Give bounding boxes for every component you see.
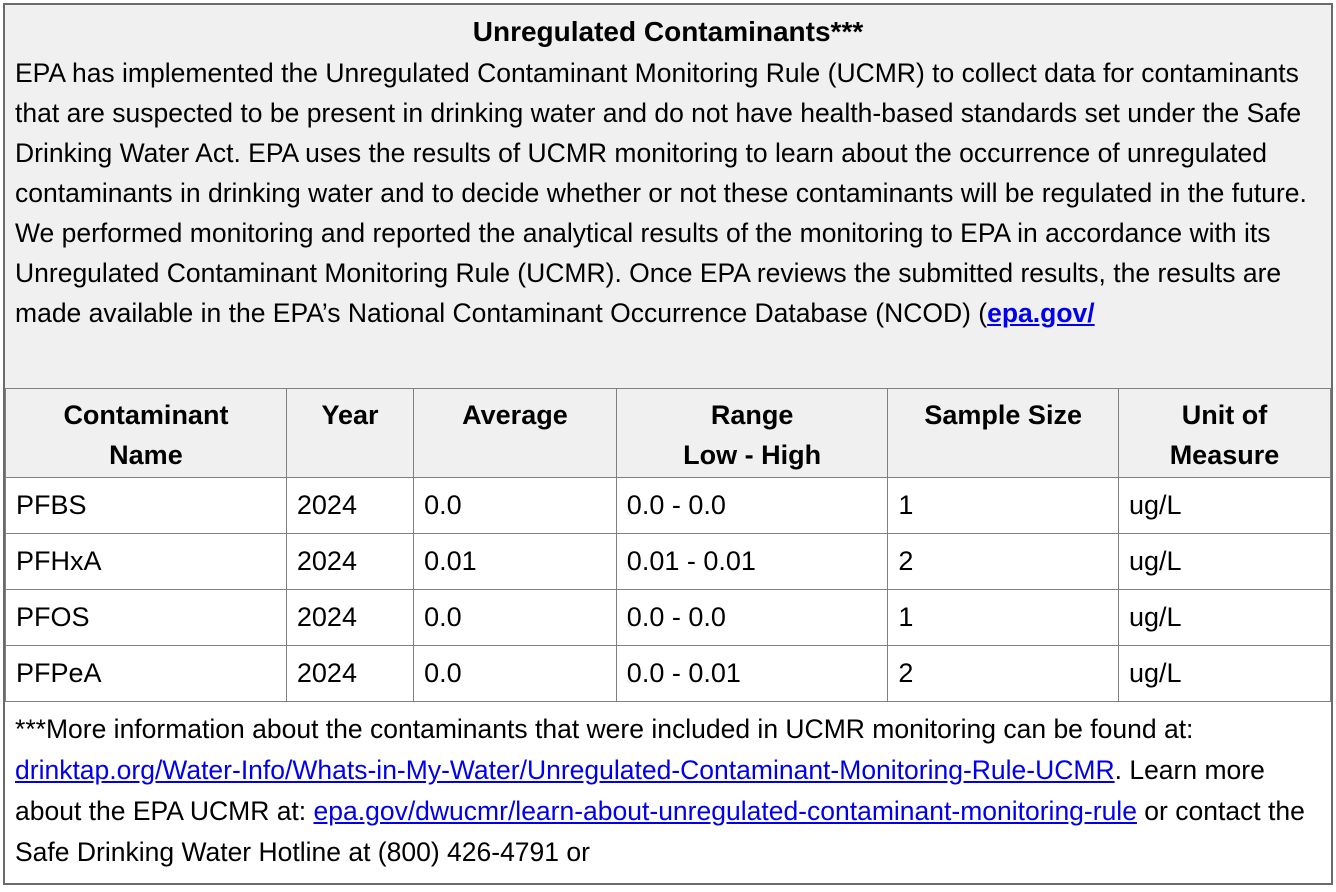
cell-range: 0.0 - 0.0	[615, 589, 889, 646]
footnote-text: or contact the Safe Drinking Water Hotli…	[15, 796, 1305, 867]
unregulated-contaminants-table: Contaminant Name Year Average Range Low …	[5, 388, 1331, 702]
table-row: PFPeA 2024 0.0 0.0 - 0.01 2 ug/L	[5, 645, 1331, 702]
cell-sample-size: 2	[887, 533, 1119, 590]
header-row: Contaminant Name Year Average Range Low …	[5, 388, 1331, 478]
table-row: PFBS 2024 0.0 0.0 - 0.0 1 ug/L	[5, 477, 1331, 534]
col-header-sample-size: Sample Size	[887, 388, 1119, 478]
cell-sample-size: 1	[887, 589, 1119, 646]
cell-unit: ug/L	[1117, 589, 1331, 646]
intro-text: EPA has implemented the Unregulated Cont…	[15, 58, 1307, 328]
cell-average: 0.0	[413, 645, 617, 702]
col-header-unit-of-measure: Unit of Measure	[1117, 388, 1331, 478]
cell-average: 0.0	[413, 477, 617, 534]
cell-unit: ug/L	[1117, 477, 1331, 534]
table-row: PFHxA 2024 0.01 0.01 - 0.01 2 ug/L	[5, 533, 1331, 590]
section-title: Unregulated Contaminants***	[472, 16, 864, 47]
cell-range: 0.0 - 0.01	[615, 645, 889, 702]
cell-range: 0.0 - 0.0	[615, 477, 889, 534]
footnote-link[interactable]: drinktap.org/Water-Info/Whats-in-My-Wate…	[15, 755, 1115, 785]
footnote-text: . Learn more about the EPA UCMR at:	[15, 755, 1265, 826]
col-header-contaminant-name: Contaminant Name	[5, 388, 287, 478]
ucmr-report-section: Unregulated Contaminants*** EPA has impl…	[3, 3, 1333, 885]
intro-section: Unregulated Contaminants*** EPA has impl…	[5, 5, 1331, 388]
cell-contaminant-name: PFBS	[5, 477, 287, 534]
footnote-text: ***More information about the contaminan…	[15, 714, 1194, 744]
cell-sample-size: 2	[887, 645, 1119, 702]
intro-paragraph: EPA has implemented the Unregulated Cont…	[15, 53, 1321, 333]
epa-ncod-link[interactable]: epa.gov/	[987, 298, 1095, 328]
cell-contaminant-name: PFPeA	[5, 645, 287, 702]
col-header-average: Average	[413, 388, 617, 478]
cell-year: 2024	[285, 645, 415, 702]
footnote-link[interactable]: epa.gov/dwucmr/learn-about-unregulated-c…	[313, 796, 1137, 826]
cell-unit: ug/L	[1117, 645, 1331, 702]
cell-unit: ug/L	[1117, 533, 1331, 590]
cell-contaminant-name: PFOS	[5, 589, 287, 646]
cell-sample-size: 1	[887, 477, 1119, 534]
cell-year: 2024	[285, 533, 415, 590]
footnote: ***More information about the contaminan…	[5, 702, 1331, 873]
cell-year: 2024	[285, 477, 415, 534]
col-header-year: Year	[285, 388, 415, 478]
cell-range: 0.01 - 0.01	[615, 533, 889, 590]
cell-average: 0.0	[413, 589, 617, 646]
cell-year: 2024	[285, 589, 415, 646]
cell-average: 0.01	[413, 533, 617, 590]
table-row: PFOS 2024 0.0 0.0 - 0.0 1 ug/L	[5, 589, 1331, 646]
cell-contaminant-name: PFHxA	[5, 533, 287, 590]
col-header-range: Range Low - High	[615, 388, 889, 478]
